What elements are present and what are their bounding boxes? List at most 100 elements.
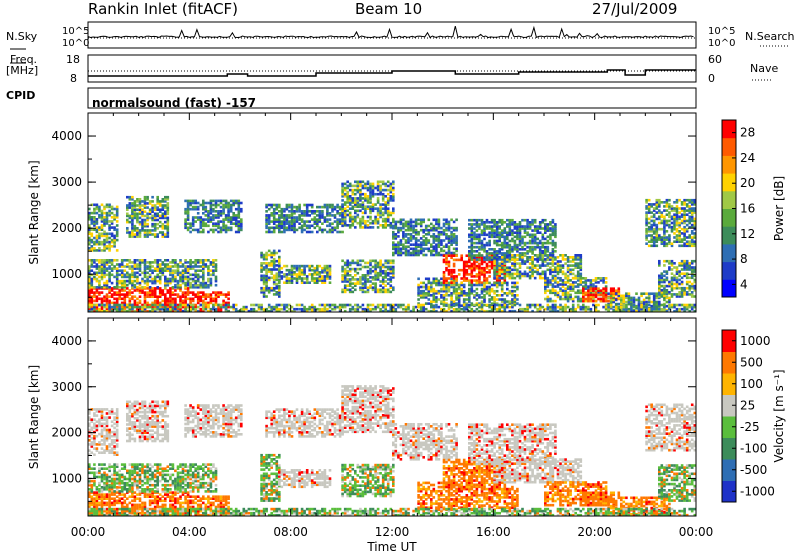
power-cell bbox=[343, 286, 347, 289]
power-cell bbox=[450, 302, 453, 305]
power-cell bbox=[212, 273, 215, 277]
power-cell bbox=[305, 207, 309, 211]
power-cell bbox=[356, 280, 360, 283]
power-cell bbox=[498, 227, 501, 230]
power-cell bbox=[647, 221, 651, 225]
power-cell bbox=[184, 267, 187, 270]
power-cell bbox=[414, 243, 418, 246]
power-cell bbox=[473, 223, 476, 226]
power-cell bbox=[389, 286, 393, 289]
power-cell bbox=[278, 226, 281, 230]
power-cell bbox=[341, 269, 344, 273]
power-cell bbox=[366, 274, 370, 277]
power-cell bbox=[113, 291, 116, 294]
power-cell bbox=[354, 261, 357, 265]
power-cell bbox=[153, 277, 157, 281]
power-cell bbox=[490, 256, 494, 259]
power-cell bbox=[508, 223, 512, 226]
power-cell bbox=[384, 184, 387, 188]
power-cell bbox=[538, 227, 542, 230]
power-cell bbox=[115, 263, 119, 266]
power-cell bbox=[399, 247, 403, 251]
power-cell bbox=[683, 242, 686, 245]
power-cell bbox=[275, 276, 279, 280]
power-cell bbox=[359, 195, 362, 198]
power-cell bbox=[93, 277, 96, 281]
power-cell bbox=[374, 276, 377, 279]
power-cell bbox=[538, 258, 542, 261]
power-cell bbox=[468, 256, 471, 260]
power-cell bbox=[366, 186, 370, 190]
power-cell bbox=[521, 241, 524, 245]
power-cell bbox=[356, 205, 360, 208]
power-cell bbox=[551, 254, 555, 257]
power-cell bbox=[93, 295, 96, 298]
power-cell bbox=[131, 233, 134, 236]
power-cell bbox=[564, 277, 567, 280]
power-cell bbox=[495, 252, 499, 255]
power-cell bbox=[288, 214, 291, 217]
power-cell bbox=[105, 303, 109, 307]
power-cell bbox=[538, 231, 542, 234]
power-cell bbox=[151, 214, 154, 218]
power-cell bbox=[158, 263, 162, 266]
power-cell bbox=[196, 269, 200, 272]
power-cell bbox=[658, 221, 661, 225]
power-cell bbox=[105, 261, 109, 264]
power-cell bbox=[503, 221, 507, 224]
power-cell bbox=[447, 247, 451, 251]
power-cell bbox=[290, 281, 294, 284]
power-cell bbox=[607, 292, 610, 295]
power-cell bbox=[227, 207, 230, 211]
power-cell bbox=[341, 230, 344, 234]
power-cell bbox=[171, 299, 175, 303]
power-cell bbox=[128, 291, 132, 294]
power-cell bbox=[417, 222, 420, 226]
power-cell bbox=[318, 271, 322, 274]
power-cell bbox=[394, 247, 398, 251]
power-cell bbox=[204, 303, 208, 307]
power-cell bbox=[217, 220, 220, 223]
power-cell bbox=[511, 258, 514, 261]
power-cell bbox=[166, 218, 170, 222]
power-cell bbox=[435, 218, 438, 222]
power-cell bbox=[493, 289, 496, 293]
power-cell bbox=[272, 222, 276, 225]
power-cell bbox=[346, 184, 349, 188]
power-cell bbox=[176, 293, 180, 296]
power-cell bbox=[148, 295, 152, 298]
power-cell bbox=[500, 231, 504, 234]
power-cell bbox=[379, 261, 382, 265]
power-cell bbox=[366, 261, 370, 265]
power-cell bbox=[468, 252, 471, 255]
power-cell bbox=[503, 254, 507, 257]
power-cell bbox=[500, 218, 504, 222]
power-cell bbox=[331, 230, 334, 234]
power-cell bbox=[465, 254, 469, 257]
power-cell bbox=[432, 277, 436, 281]
power-cell bbox=[493, 272, 496, 276]
power-cell bbox=[262, 274, 266, 278]
power-cell bbox=[407, 224, 410, 228]
power-cell bbox=[665, 276, 669, 280]
power-cell bbox=[480, 292, 484, 295]
power-cell bbox=[498, 270, 501, 274]
power-cell bbox=[500, 287, 504, 291]
power-cell bbox=[153, 291, 157, 294]
power-cell bbox=[488, 239, 491, 243]
power-cell bbox=[582, 295, 585, 299]
power-cell bbox=[663, 201, 666, 204]
power-cell bbox=[658, 215, 661, 219]
power-cell bbox=[470, 231, 474, 234]
power-cell bbox=[574, 277, 577, 280]
power-cell bbox=[366, 195, 370, 198]
power-cell bbox=[199, 265, 203, 268]
power-cell bbox=[118, 265, 121, 268]
power-cell bbox=[490, 254, 494, 257]
power-cell bbox=[100, 307, 104, 311]
power-cell bbox=[290, 214, 294, 217]
power-cell bbox=[148, 212, 152, 216]
power-cell bbox=[207, 201, 210, 205]
power-cell bbox=[318, 216, 322, 219]
power-cell bbox=[285, 277, 289, 280]
